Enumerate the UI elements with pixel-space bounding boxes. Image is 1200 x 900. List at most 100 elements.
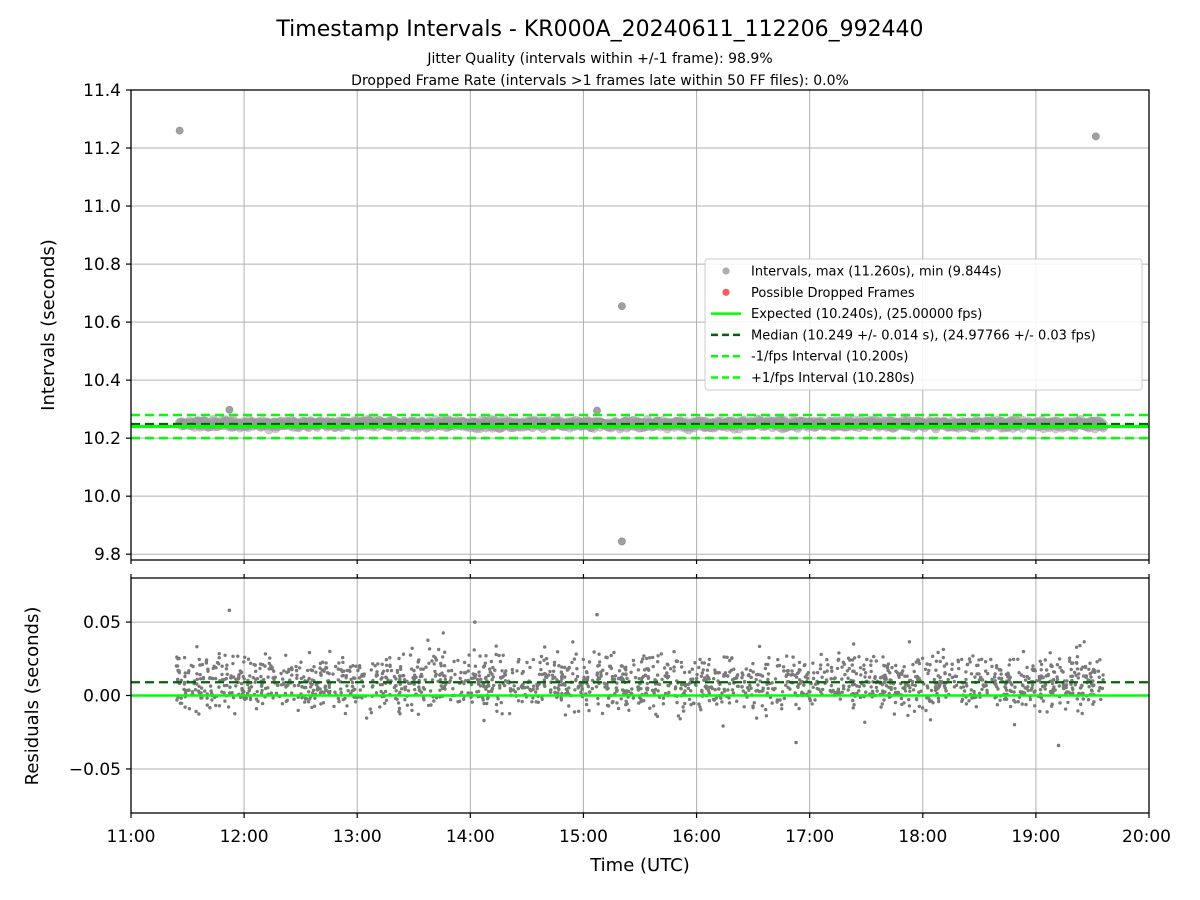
residual-point: [722, 687, 726, 691]
residual-point: [727, 681, 732, 686]
residual-point: [208, 684, 213, 688]
residuals-y-axis-label: Residuals (seconds): [22, 607, 43, 786]
residual-point: [416, 660, 420, 664]
residual-point: [341, 660, 345, 665]
residual-point: [318, 666, 322, 670]
residual-point: [681, 709, 686, 713]
residual-point: [1004, 688, 1009, 692]
residual-point: [462, 697, 466, 701]
residual-point: [254, 707, 259, 711]
residual-point: [697, 665, 701, 670]
residual-point: [417, 688, 422, 693]
residuals-x-tick-label: 13:00: [333, 827, 382, 847]
residual-point: [494, 644, 498, 648]
residual-point: [267, 667, 271, 671]
residual-point: [934, 668, 938, 672]
residual-point: [785, 680, 789, 684]
residual-point: [560, 665, 564, 669]
residual-point: [350, 684, 355, 689]
residual-point: [808, 690, 812, 694]
residual-point: [587, 660, 592, 664]
residual-point: [766, 672, 771, 676]
residual-point: [538, 660, 542, 665]
residual-point: [399, 667, 403, 671]
residual-point: [665, 671, 669, 675]
residual-point: [1023, 686, 1027, 690]
residual-point: [698, 705, 702, 709]
residual-point: [571, 640, 575, 644]
residual-point: [254, 669, 258, 673]
residual-point: [674, 659, 679, 663]
residual-point: [863, 720, 867, 724]
residual-point: [579, 684, 583, 688]
residual-point: [343, 696, 347, 701]
residual-point: [374, 691, 379, 695]
residual-point: [388, 656, 392, 660]
residual-point: [343, 711, 348, 716]
residual-point: [936, 674, 940, 678]
residual-point: [318, 691, 323, 695]
residual-point: [808, 696, 812, 701]
residual-point: [555, 650, 560, 654]
residual-point: [784, 683, 788, 687]
residual-point: [679, 660, 684, 665]
residual-point: [884, 677, 888, 681]
residual-point: [890, 665, 894, 670]
residual-point: [175, 655, 179, 659]
residual-point: [780, 690, 785, 694]
residual-point: [259, 683, 264, 687]
residual-point: [1081, 697, 1086, 701]
residual-point: [556, 686, 560, 690]
residual-point: [315, 688, 319, 692]
residual-point: [1044, 674, 1049, 678]
residual-point: [675, 700, 679, 705]
residual-point: [1074, 645, 1079, 649]
residual-point: [713, 671, 718, 675]
residual-point: [217, 704, 222, 708]
interval-outlier-point: [225, 405, 234, 414]
residual-point: [337, 699, 341, 704]
residual-point: [653, 678, 657, 682]
residual-point: [258, 662, 263, 666]
residual-point: [846, 688, 850, 692]
residual-point: [1022, 674, 1026, 679]
residual-point: [1075, 655, 1080, 659]
residual-point: [835, 666, 840, 671]
residual-point: [663, 674, 667, 678]
chart-title: Timestamp Intervals - KR000A_20240611_11…: [275, 17, 923, 42]
residual-point: [754, 673, 759, 677]
residual-point: [247, 686, 251, 690]
residual-point: [361, 684, 366, 688]
residual-point: [802, 683, 806, 687]
residual-point: [1031, 664, 1035, 668]
residual-point: [905, 674, 909, 678]
residual-point: [222, 691, 226, 695]
residual-point: [760, 704, 764, 708]
residual-point: [477, 674, 482, 678]
residual-point: [567, 686, 571, 690]
residual-point: [985, 688, 989, 692]
residual-point: [929, 688, 934, 693]
residual-point: [388, 664, 392, 669]
residual-point: [1058, 701, 1062, 705]
residual-point: [946, 677, 950, 682]
residual-point: [973, 675, 977, 679]
residuals-x-tick-label: 16:00: [672, 827, 721, 847]
residual-point: [290, 673, 294, 677]
residual-point: [992, 675, 997, 679]
residual-point: [974, 705, 978, 709]
residual-point: [845, 669, 850, 673]
residual-point: [190, 690, 195, 694]
residual-point: [313, 696, 317, 700]
residual-point: [369, 711, 374, 715]
residual-point: [424, 665, 428, 669]
residual-point: [572, 657, 577, 661]
residual-point: [912, 709, 917, 713]
residual-point: [383, 701, 387, 705]
residual-point: [960, 657, 964, 662]
residual-point: [900, 702, 904, 707]
residual-point: [384, 698, 389, 702]
residual-point: [852, 642, 856, 646]
residual-point: [920, 656, 925, 660]
x-axis-label: Time (UTC): [589, 855, 690, 876]
